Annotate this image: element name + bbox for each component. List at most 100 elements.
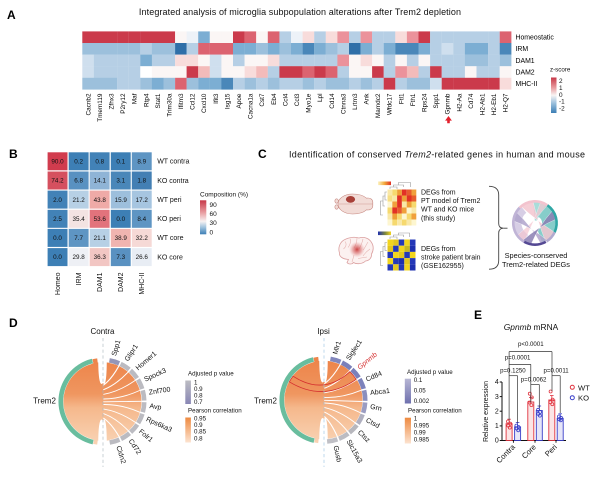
svg-text:Pearson correlation: Pearson correlation [408,407,462,414]
svg-text:DAM2: DAM2 [516,69,535,76]
svg-text:0.99: 0.99 [414,429,427,436]
svg-text:DEGs from: DEGs from [421,190,456,197]
svg-text:p<0.0001: p<0.0001 [518,341,544,348]
svg-text:Cacna1a: Cacna1a [248,93,255,119]
svg-text:E: E [474,308,482,322]
svg-text:Rtp4: Rtp4 [143,93,150,107]
svg-text:Mamdc2: Mamdc2 [375,93,382,118]
svg-text:0.7: 0.7 [194,399,203,406]
svg-text:30: 30 [210,220,218,227]
svg-text:60: 60 [210,211,218,218]
svg-text:7.3: 7.3 [116,254,125,261]
svg-text:Species-conserved: Species-conserved [505,251,568,260]
svg-text:z-score: z-score [550,67,571,74]
svg-text:0.8: 0.8 [194,435,203,442]
svg-text:Cxcl10: Cxcl10 [201,93,208,113]
svg-text:26.6: 26.6 [136,254,149,261]
svg-text:6.8: 6.8 [74,178,83,185]
svg-text:74.2: 74.2 [51,178,64,185]
svg-text:90.0: 90.0 [51,159,64,166]
svg-text:KO peri: KO peri [157,216,181,223]
svg-text:IRM: IRM [516,46,529,53]
svg-text:43.8: 43.8 [94,197,107,204]
svg-text:Spp1: Spp1 [111,339,122,357]
svg-text:1: 1 [495,423,499,430]
svg-text:Abca1: Abca1 [370,388,391,397]
svg-text:0.0: 0.0 [53,254,62,261]
svg-text:D: D [9,316,18,330]
svg-text:1.8: 1.8 [137,178,146,185]
svg-text:0.002: 0.002 [414,398,430,405]
svg-text:Grn: Grn [370,404,383,413]
svg-text:Gusb: Gusb [332,445,342,463]
svg-text:Apoe: Apoe [236,93,243,108]
svg-text:3.1: 3.1 [116,178,125,185]
svg-text:14.1: 14.1 [94,178,107,185]
svg-text:KO core: KO core [157,254,183,261]
svg-text:0: 0 [210,229,214,236]
svg-text:53.6: 53.6 [94,216,107,223]
svg-text:IRM: IRM [76,272,83,285]
svg-text:Ifitm3: Ifitm3 [178,93,185,109]
svg-text:DEGs from: DEGs from [421,246,456,253]
svg-text:0.8: 0.8 [95,159,104,166]
svg-text:Lrtm3: Lrtm3 [352,93,359,110]
svg-text:Maf: Maf [132,93,139,104]
svg-text:8.9: 8.9 [137,159,146,166]
svg-text:0.1: 0.1 [116,159,125,166]
svg-text:p=0.0001: p=0.0001 [505,355,531,362]
svg-text:A: A [7,8,16,22]
svg-text:Znf700: Znf700 [148,386,171,396]
svg-text:Identification of conserved Tr: Identification of conserved Trem2-relate… [289,150,585,160]
svg-text:H2-Aa: H2-Aa [456,93,463,112]
svg-text:0.2: 0.2 [74,159,83,166]
svg-text:Trem2-related DEGs: Trem2-related DEGs [502,260,570,269]
svg-text:Ccl12: Ccl12 [190,93,197,110]
svg-text:p=0.1250: p=0.1250 [500,368,526,375]
svg-text:stroke patient brain: stroke patient brain [421,255,481,262]
svg-text:KO contra: KO contra [157,178,189,185]
svg-text:Lpl: Lpl [317,94,324,103]
svg-text:0.0: 0.0 [53,235,62,242]
svg-text:Composition (%): Composition (%) [200,192,248,199]
svg-text:PT model of Trem2: PT model of Trem2 [421,198,481,205]
svg-text:H2-Q7: H2-Q7 [503,93,510,112]
svg-text:0.95: 0.95 [194,416,207,423]
svg-text:29.8: 29.8 [72,254,85,261]
svg-text:-1: -1 [559,99,565,106]
svg-text:Trim30a: Trim30a [167,93,174,117]
svg-text:Fth1: Fth1 [410,93,417,106]
svg-text:2: 2 [495,408,499,415]
svg-text:Pearson correlation: Pearson correlation [188,407,242,414]
svg-text:17.2: 17.2 [136,197,149,204]
svg-text:KO: KO [578,394,589,403]
svg-text:p=0.0062: p=0.0062 [521,376,547,383]
svg-text:Ccl4: Ccl4 [282,93,289,106]
svg-text:Cd14: Cd14 [329,93,336,109]
svg-text:H2-Ab1: H2-Ab1 [480,93,487,115]
svg-text:Ank: Ank [364,93,371,105]
svg-text:36.3: 36.3 [94,254,107,261]
svg-text:1: 1 [414,415,418,422]
svg-text:Tmem119: Tmem119 [97,93,104,122]
svg-text:Spp1: Spp1 [433,93,440,108]
svg-text:1: 1 [194,379,198,386]
svg-text:Relative expression: Relative expression [483,381,490,442]
svg-text:1: 1 [559,85,563,92]
svg-text:35.4: 35.4 [72,216,85,223]
svg-text:DAM2: DAM2 [118,272,125,292]
svg-text:0.9: 0.9 [194,386,203,393]
svg-text:H2-Eb1: H2-Eb1 [491,93,498,115]
svg-text:Adjusted p value: Adjusted p value [407,369,453,376]
svg-text:B: B [9,147,18,161]
svg-text:0.0: 0.0 [116,216,125,223]
svg-text:Adjusted p value: Adjusted p value [188,371,234,378]
svg-text:8.4: 8.4 [137,216,146,223]
svg-text:21.2: 21.2 [72,197,85,204]
svg-text:Contra: Contra [90,327,115,336]
svg-text:Isg15: Isg15 [224,93,231,109]
svg-text:2.5: 2.5 [53,216,62,223]
svg-text:0.1: 0.1 [414,377,423,384]
svg-text:Gpnmb mRNA: Gpnmb mRNA [504,322,559,332]
svg-text:Wfdc17: Wfdc17 [387,93,394,115]
